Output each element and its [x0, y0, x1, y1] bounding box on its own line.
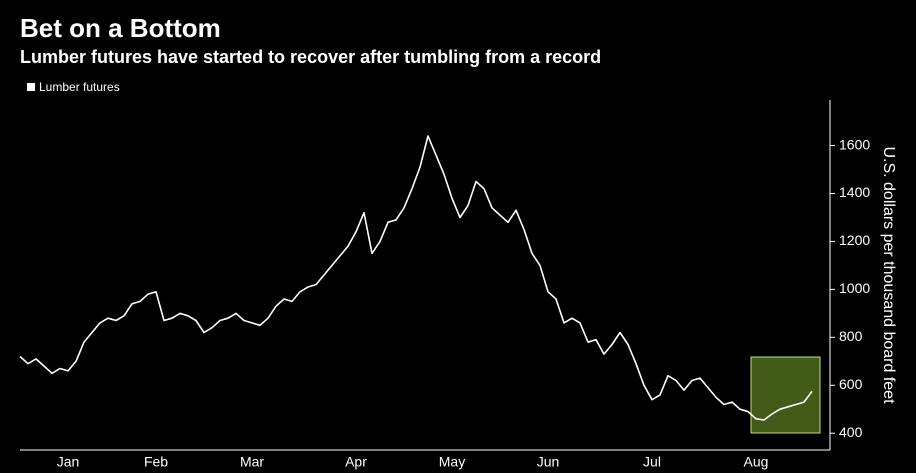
y-axis-label: U.S. dollars per thousand board feet: [880, 146, 897, 404]
x-tick-label: Jun: [537, 454, 560, 470]
chart-title: Bet on a Bottom: [20, 13, 221, 43]
x-tick-label: May: [439, 454, 465, 470]
y-tick-label: 600: [839, 376, 863, 392]
legend-swatch: [27, 83, 35, 91]
y-tick-label: 1400: [839, 184, 870, 200]
y-tick-label: 1000: [839, 280, 870, 296]
x-tick-label: Feb: [144, 454, 168, 470]
chart-subtitle: Lumber futures have started to recover a…: [20, 47, 601, 67]
line-series: [19, 135, 813, 421]
x-tick-label: Jul: [643, 454, 661, 470]
x-tick-label: Mar: [240, 454, 264, 470]
y-tick-label: 800: [839, 328, 863, 344]
y-tick-label: 1600: [839, 136, 870, 152]
x-tick-label: Aug: [744, 454, 769, 470]
legend-label: Lumber futures: [39, 80, 120, 94]
x-tick-label: Jan: [57, 454, 80, 470]
y-tick-label: 400: [839, 424, 863, 440]
y-tick-label: 1200: [839, 232, 870, 248]
x-tick-label: Apr: [345, 454, 367, 470]
